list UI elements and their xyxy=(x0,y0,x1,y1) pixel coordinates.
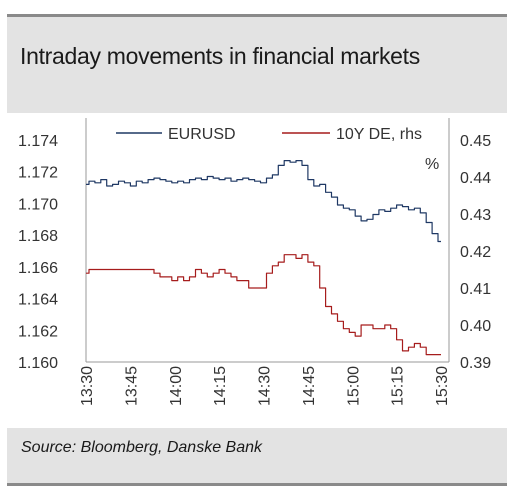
source-note: Source: Bloomberg, Danske Bank xyxy=(21,439,263,456)
left-tick-label: 1.162 xyxy=(18,323,58,340)
right-axis-unit: % xyxy=(425,156,439,173)
series-line-de10y xyxy=(86,254,441,356)
left-tick-label: 1.164 xyxy=(18,292,58,309)
series-line-eurusd xyxy=(86,160,441,243)
right-tick-label: 0.39 xyxy=(460,355,491,372)
left-tick-label: 1.160 xyxy=(18,355,58,372)
x-tick-label: 15:30 xyxy=(434,366,451,406)
x-tick-label: 14:45 xyxy=(301,366,318,406)
right-tick-label: 0.43 xyxy=(460,207,491,224)
legend-label: EURUSD xyxy=(168,126,236,143)
left-tick-label: 1.168 xyxy=(18,228,58,245)
right-tick-label: 0.44 xyxy=(460,170,491,187)
x-tick-label: 14:30 xyxy=(257,366,274,406)
plot-area xyxy=(7,113,507,435)
chart-title: Intraday movements in financial markets xyxy=(20,43,420,69)
chart-panel: Intraday movements in financial markets … xyxy=(7,14,507,486)
left-tick-label: 1.174 xyxy=(18,133,58,150)
x-tick-label: 13:30 xyxy=(79,366,96,406)
left-tick-label: 1.172 xyxy=(18,165,58,182)
x-tick-label: 14:15 xyxy=(212,366,229,406)
right-tick-label: 0.45 xyxy=(460,133,491,150)
left-tick-label: 1.166 xyxy=(18,260,58,277)
left-tick-label: 1.170 xyxy=(18,196,58,213)
right-tick-label: 0.42 xyxy=(460,244,491,261)
legend-label: 10Y DE, rhs xyxy=(336,126,422,143)
x-tick-label: 15:00 xyxy=(345,366,362,406)
right-tick-label: 0.41 xyxy=(460,281,491,298)
x-tick-label: 15:15 xyxy=(390,366,407,406)
title-bar: Intraday movements in financial markets xyxy=(7,17,507,113)
source-bar: Source: Bloomberg, Danske Bank xyxy=(7,428,507,483)
x-tick-label: 13:45 xyxy=(123,366,140,406)
x-tick-label: 14:00 xyxy=(168,366,185,406)
right-tick-label: 0.40 xyxy=(460,318,491,335)
